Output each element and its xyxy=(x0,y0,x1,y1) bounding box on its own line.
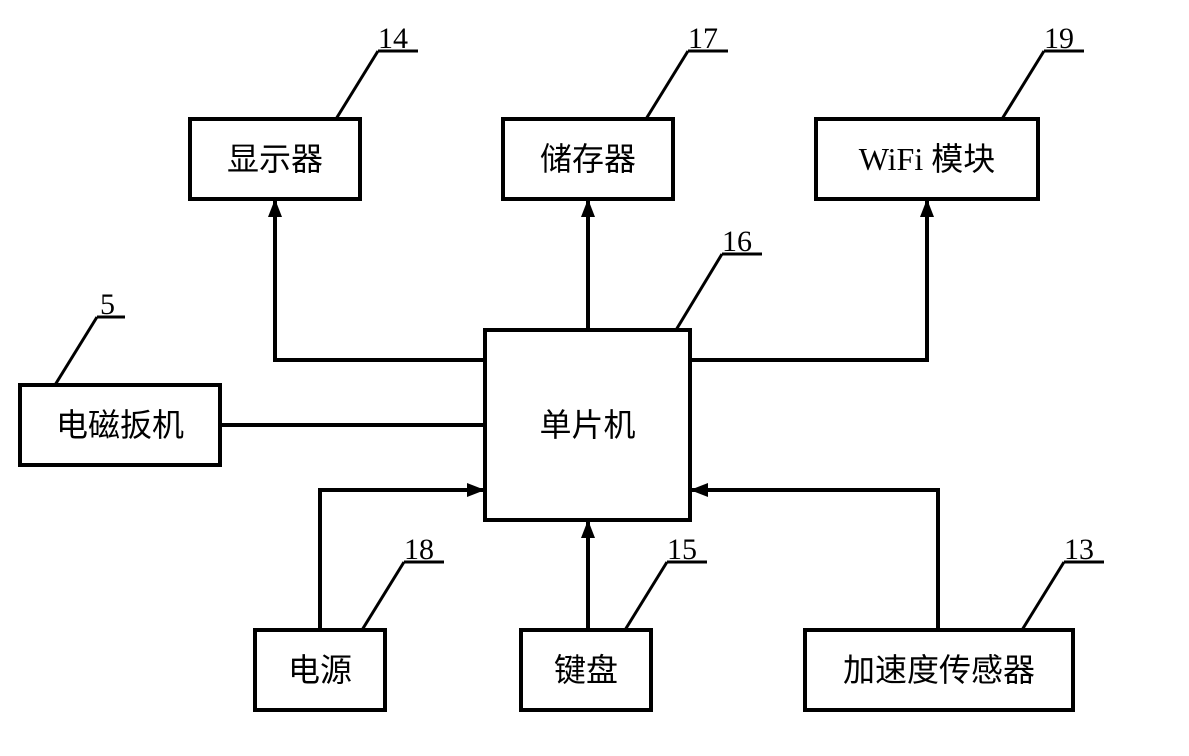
keyboard-label: 键盘 xyxy=(554,652,618,688)
arrowhead-keyboard-to-mcu xyxy=(581,520,595,538)
edge-accel-to-mcu xyxy=(690,490,938,630)
ref-leader-mcu xyxy=(676,254,722,330)
wifi-label: WiFi 模块 xyxy=(859,141,996,177)
arrowhead-accel-to-mcu xyxy=(690,483,708,497)
mcu-label: 单片机 xyxy=(539,407,635,443)
ref-leader-display xyxy=(336,51,378,119)
edge-mcu-to-display xyxy=(275,199,485,360)
ref-number-wifi: 19 xyxy=(1044,22,1074,55)
ref-number-power: 18 xyxy=(404,533,434,566)
edge-mcu-to-wifi xyxy=(690,199,927,360)
arrowhead-mcu-to-wifi xyxy=(920,199,934,217)
emag-label: 电磁扳机 xyxy=(56,407,184,443)
ref-number-storage: 17 xyxy=(688,22,718,55)
power-label: 电源 xyxy=(288,652,352,688)
display-label: 显示器 xyxy=(227,141,323,177)
ref-leader-storage xyxy=(646,51,688,119)
block-diagram: 显示器 储存器 WiFi 模块电磁扳机 单片机电源 键盘 加速度传感器 14 17 19 5 16… xyxy=(0,0,1189,756)
ref-number-accel: 13 xyxy=(1064,533,1094,566)
ref-leader-wifi xyxy=(1002,51,1044,119)
arrowhead-mcu-to-display xyxy=(268,199,282,217)
ref-number-keyboard: 15 xyxy=(667,533,697,566)
accel-label: 加速度传感器 xyxy=(843,652,1035,688)
arrowhead-power-to-mcu xyxy=(467,483,485,497)
ref-leader-power xyxy=(362,562,404,630)
ref-leader-keyboard xyxy=(625,562,667,630)
ref-number-display: 14 xyxy=(378,22,408,55)
arrowhead-mcu-to-storage xyxy=(581,199,595,217)
ref-number-mcu: 16 xyxy=(722,225,752,258)
storage-label: 储存器 xyxy=(540,141,636,177)
ref-number-emag: 5 xyxy=(100,288,115,321)
edge-power-to-mcu xyxy=(320,490,485,630)
ref-leader-emag xyxy=(55,317,97,385)
ref-leader-accel xyxy=(1022,562,1064,630)
